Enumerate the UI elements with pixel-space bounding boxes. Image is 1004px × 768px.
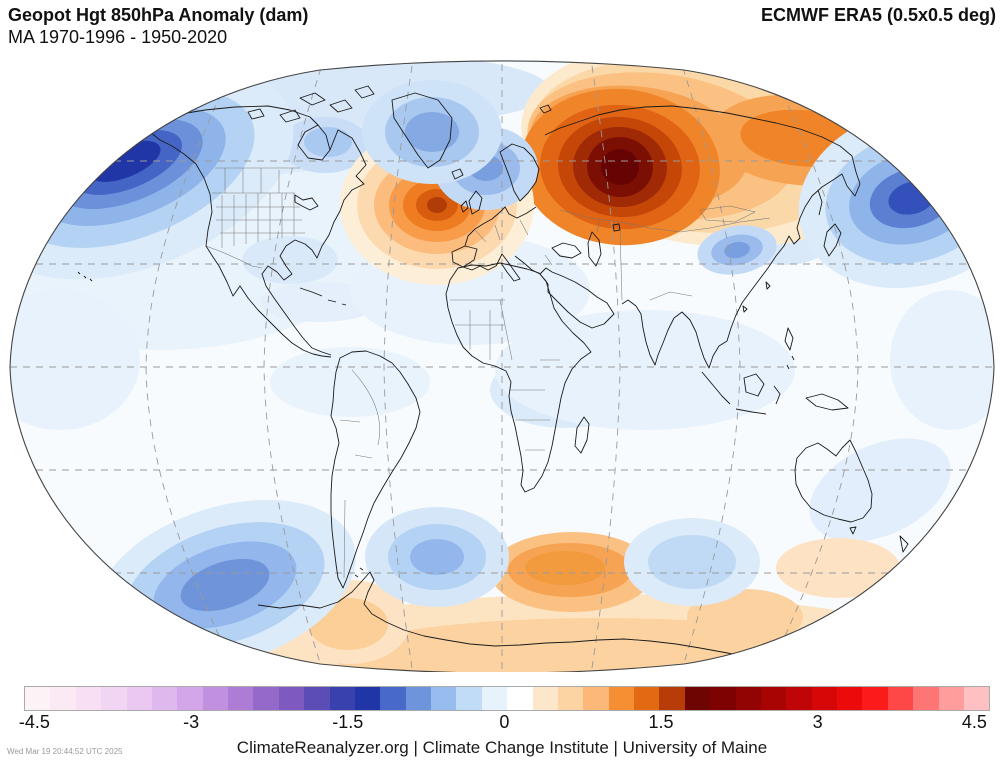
colorbar-segment <box>50 687 76 710</box>
graticule <box>10 64 994 670</box>
colorbar-tick-label: -1.5 <box>332 712 364 732</box>
colorbar-segment <box>329 687 355 710</box>
colorbar-segment <box>126 687 152 710</box>
colorbar-segment <box>304 687 330 710</box>
colorbar-tick-label: -3 <box>183 712 200 732</box>
colorbar-segment <box>101 687 127 710</box>
colorbar-segment <box>253 687 279 710</box>
colorbar-segment <box>354 687 381 710</box>
colorbar-segment <box>456 687 482 710</box>
colorbar-segment <box>532 687 558 710</box>
colorbar-segment <box>228 687 254 710</box>
dataset-label: ECMWF ERA5 (0.5x0.5 deg) <box>760 5 996 25</box>
colorbar-segment <box>177 687 203 710</box>
colorbar-segment <box>151 687 178 710</box>
colorbar-segment <box>913 687 939 710</box>
anomaly-map <box>0 60 1004 674</box>
colorbar <box>24 686 990 711</box>
colorbar-segment <box>684 687 711 710</box>
page-subtitle: MA 1970-1996 - 1950-2020 <box>8 27 228 47</box>
colorbar-segment <box>786 687 812 710</box>
colorbar-segment <box>634 687 660 710</box>
colorbar-segment <box>202 687 228 710</box>
colorbar-tick-label: 4.5 <box>961 712 987 732</box>
colorbar-ticks: -4.5 -3 -1.5 0 1.5 3 4.5 <box>19 712 990 734</box>
colorbar-tick-label: 0 <box>499 712 510 732</box>
colorbar-segment <box>278 687 305 710</box>
colorbar-segment <box>608 687 634 710</box>
colorbar-segment <box>380 687 406 710</box>
colorbar-segment <box>481 687 508 710</box>
colorbar-segment <box>557 687 584 710</box>
colorbar-segment <box>887 687 914 710</box>
colorbar-segment <box>862 687 888 710</box>
colorbar-segment <box>507 687 533 710</box>
colorbar-tick-label: 3 <box>812 712 823 732</box>
colorbar-segment <box>710 687 736 710</box>
colorbar-segment <box>735 687 761 710</box>
colorbar-segment <box>25 687 51 710</box>
colorbar-tick-label: 1.5 <box>648 712 674 732</box>
colorbar-segment <box>431 687 457 710</box>
timestamp-text: Wed Mar 19 20:44:52 UTC 2025 <box>7 747 123 756</box>
colorbar-tick-label: -4.5 <box>18 712 50 732</box>
colorbar-segment <box>760 687 787 710</box>
colorbar-segment <box>405 687 431 710</box>
map-outline <box>9 60 995 674</box>
colorbar-segment <box>938 687 964 710</box>
colorbar-segment <box>75 687 102 710</box>
anomaly-blobs <box>10 61 994 673</box>
attribution-text: ClimateReanalyzer.org | Climate Change I… <box>236 738 768 757</box>
country-borders <box>205 167 771 579</box>
colorbar-segment <box>837 687 863 710</box>
colorbar-segment <box>659 687 685 710</box>
page-title: Geopot Hgt 850hPa Anomaly (dam) <box>8 5 309 25</box>
anomaly-map-svg <box>9 60 995 674</box>
colorbar-segment <box>963 687 990 710</box>
colorbar-segment <box>583 687 609 710</box>
colorbar-segment <box>811 687 837 710</box>
